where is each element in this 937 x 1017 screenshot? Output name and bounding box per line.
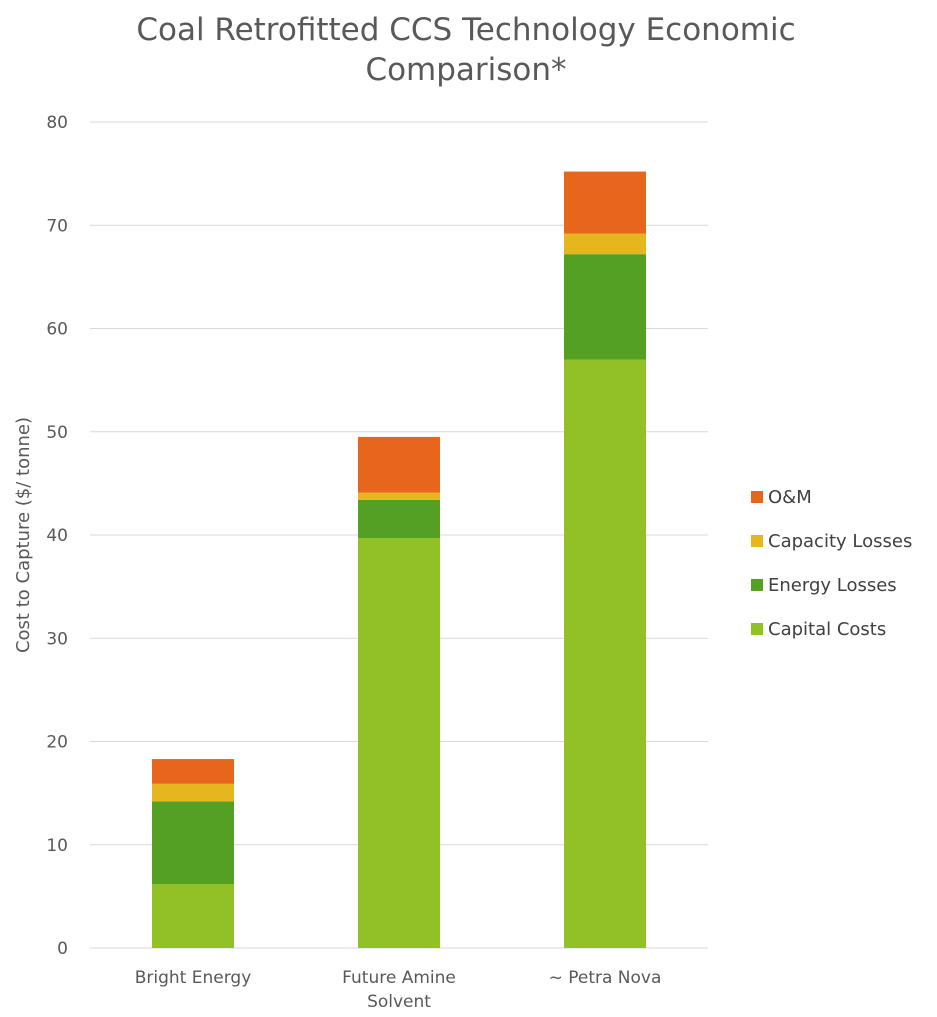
legend-label: Capacity Losses — [768, 531, 912, 552]
y-tick-label: 70 — [46, 216, 68, 236]
x-tick-label: Solvent — [367, 992, 431, 1012]
bar-segment — [564, 359, 646, 949]
bar-segment — [152, 883, 234, 948]
legend-swatch — [751, 623, 763, 635]
legend-label: Capital Costs — [768, 619, 886, 640]
x-tick-label: Bright Energy — [135, 968, 252, 988]
bar-segment — [152, 759, 234, 784]
y-tick-label: 50 — [46, 423, 68, 443]
x-tick-label: ~ Petra Nova — [549, 968, 662, 988]
legend-swatch — [751, 579, 763, 591]
bar-segment — [152, 783, 234, 802]
y-tick-label: 40 — [46, 526, 68, 546]
y-tick-label: 60 — [46, 320, 68, 340]
y-tick-label: 30 — [46, 629, 68, 649]
bar-segment — [358, 436, 440, 493]
bar-segment — [564, 171, 646, 234]
bar-segment — [152, 801, 234, 884]
legend-label: O&M — [768, 487, 812, 508]
legend: O&M Capacity Losses Energy Losses Capital C… — [751, 487, 912, 640]
x-tick-label: Future Amine — [342, 968, 456, 988]
legend-label: Energy Losses — [768, 575, 897, 596]
bar-segment — [358, 538, 440, 948]
chart-title-line-2: Comparison* — [365, 52, 566, 88]
y-tick-label: 80 — [46, 113, 68, 133]
legend-swatch — [751, 535, 763, 547]
chart-title-line-1: Coal Retrofitted CCS Technology Economic — [136, 12, 795, 48]
x-axis-labels: Bright Energy Future Amine Solvent ~ Petra … — [135, 968, 662, 1012]
bar-segment — [564, 233, 646, 255]
bar-segment — [358, 499, 440, 539]
y-tick-label: 10 — [46, 836, 68, 856]
legend-swatch — [751, 491, 763, 503]
bar-stacks — [152, 171, 646, 949]
chart-title: Coal Retrofitted CCS Technology Economic… — [136, 12, 795, 88]
bar-segment — [358, 492, 440, 500]
y-tick-label: 0 — [57, 939, 68, 959]
bar-segment — [564, 254, 646, 360]
y-axis-ticks: 0 10 20 30 40 50 60 70 80 — [46, 113, 68, 959]
y-tick-label: 20 — [46, 733, 68, 753]
y-axis-title: Cost to Capture ($/ tonne) — [13, 417, 34, 653]
